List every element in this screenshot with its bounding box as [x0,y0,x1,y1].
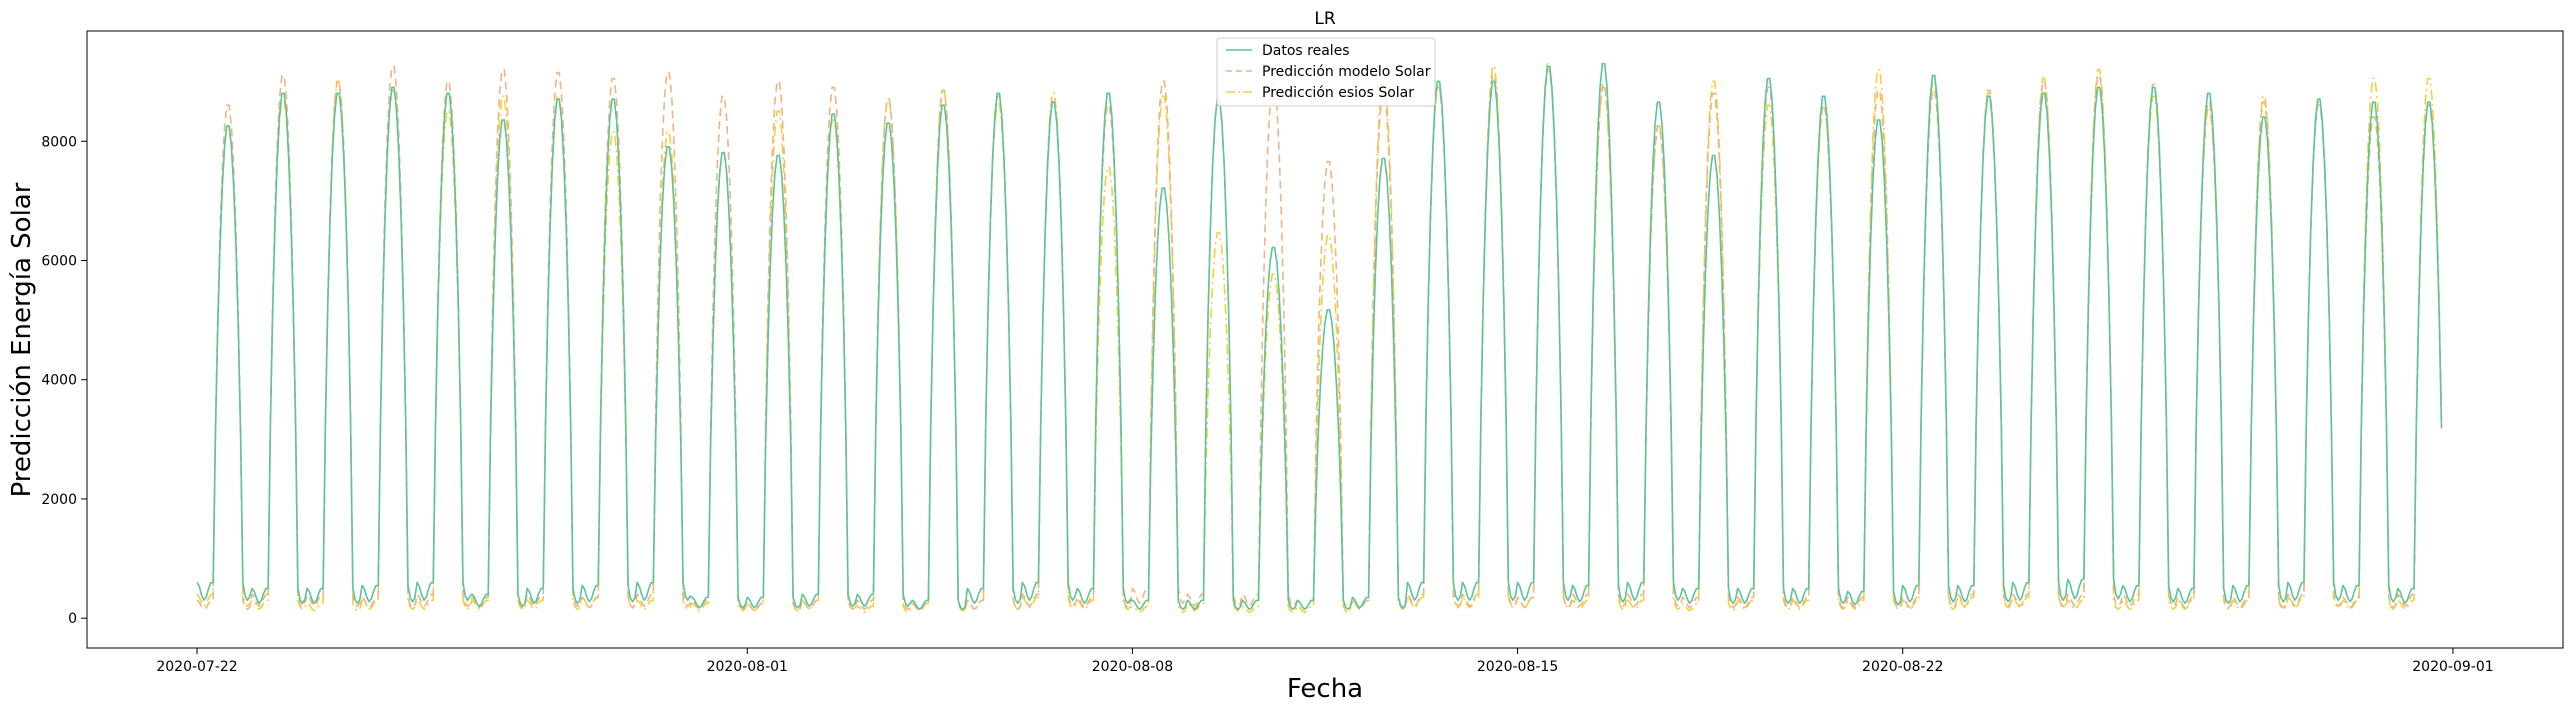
x-tick-label: 2020-07-22 [156,659,237,675]
x-tick-label: 2020-08-08 [1092,659,1173,675]
y-tick-label: 0 [68,611,77,627]
x-axis-title: Fecha [1287,674,1363,704]
legend-box [1216,37,1436,107]
x-tick-label: 2020-08-15 [1477,659,1558,675]
chart-title: LR [1314,9,1335,29]
legend-label-prediccion-esios: Predicción esios Solar [1262,85,1414,101]
legend-label-datos-reales: Datos reales [1262,43,1350,59]
plot-frame [86,30,2564,649]
plot-lines [196,62,2443,613]
series-line-0 [196,62,2443,611]
legend-label-prediccion-modelo: Predicción modelo Solar [1262,64,1431,80]
legend: Datos reales Predicción modelo Solar Pre… [1216,37,1436,107]
y-tick-label: 4000 [41,373,77,389]
y-tick-label: 8000 [41,134,77,150]
series-line-2 [196,62,2443,613]
x-tick-label: 2020-09-01 [2412,659,2493,675]
y-axis: 0 2000 4000 6000 8000 [41,134,87,627]
x-tick-label: 2020-08-22 [1862,659,1943,675]
y-tick-label: 2000 [41,492,77,508]
x-tick-label: 2020-08-01 [707,659,788,675]
y-tick-label: 6000 [41,254,77,270]
y-axis-title: Predicción Energía Solar [7,182,37,497]
x-axis: 2020-07-22 2020-08-01 2020-08-08 2020-08-15… [156,648,2494,675]
